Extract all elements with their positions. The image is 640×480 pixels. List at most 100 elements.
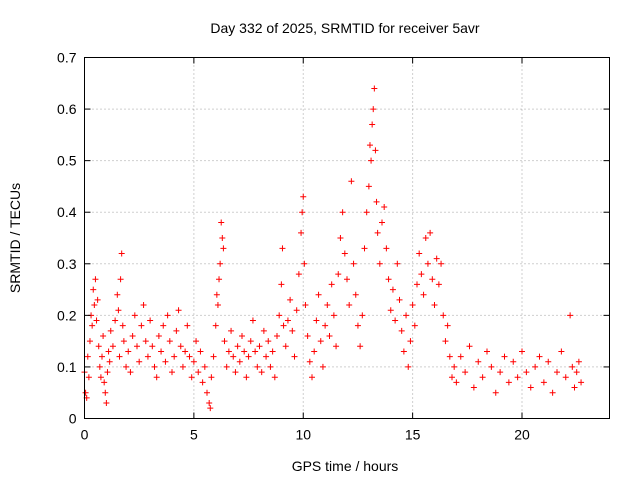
- data-point: [514, 374, 521, 381]
- data-point: [313, 317, 320, 324]
- data-point: [119, 322, 126, 329]
- data-point: [102, 389, 109, 396]
- data-point: [96, 363, 103, 370]
- data-point: [374, 229, 381, 236]
- data-point: [207, 405, 214, 412]
- data-point: [396, 296, 403, 303]
- data-point: [208, 374, 215, 381]
- y-axis-label: SRMTID / TECUs: [7, 183, 23, 293]
- data-point: [379, 219, 385, 226]
- data-point: [299, 209, 306, 216]
- data-point: [433, 255, 440, 262]
- data-point: [123, 363, 130, 370]
- data-point: [337, 235, 344, 241]
- data-point: [350, 260, 357, 267]
- data-point: [212, 322, 219, 329]
- data-point: [84, 353, 91, 360]
- data-point: [190, 358, 197, 365]
- data-point: [394, 260, 401, 267]
- data-point: [223, 363, 230, 370]
- data-point: [435, 281, 442, 288]
- data-point: [155, 332, 162, 339]
- data-point: [101, 379, 108, 386]
- data-point: [254, 363, 261, 370]
- data-point: [326, 332, 333, 339]
- y-tick-label: 0.2: [57, 307, 77, 323]
- data-point: [239, 332, 245, 339]
- data-point: [431, 302, 438, 309]
- data-point: [306, 358, 313, 365]
- data-point: [403, 312, 410, 319]
- data-point: [319, 363, 326, 370]
- data-point: [140, 302, 147, 309]
- data-point: [247, 338, 254, 345]
- data-point: [387, 307, 394, 314]
- data-point: [197, 348, 204, 355]
- data-point: [109, 343, 116, 350]
- data-point: [86, 338, 93, 345]
- data-point: [575, 358, 582, 365]
- data-point: [220, 245, 227, 252]
- data-point: [398, 327, 405, 334]
- data-point: [216, 276, 223, 283]
- data-point: [241, 348, 248, 355]
- data-point: [182, 348, 189, 355]
- data-point: [457, 353, 464, 360]
- data-point: [118, 250, 125, 257]
- data-point: [289, 327, 296, 334]
- data-point: [385, 276, 392, 283]
- x-tick-label: 5: [190, 427, 198, 443]
- data-point: [158, 348, 165, 355]
- x-tick-label: 10: [295, 427, 311, 443]
- y-tick-label: 0.4: [57, 204, 77, 220]
- data-point: [370, 106, 377, 113]
- data-point: [201, 363, 208, 370]
- data-point: [149, 343, 156, 350]
- data-point: [333, 343, 340, 350]
- data-point: [131, 312, 138, 319]
- data-point: [232, 369, 239, 376]
- data-point: [453, 379, 460, 386]
- data-point: [578, 379, 585, 386]
- data-point: [97, 374, 104, 381]
- data-point: [366, 142, 373, 149]
- data-point: [488, 363, 495, 370]
- data-point: [501, 353, 508, 360]
- data-point: [184, 322, 191, 329]
- y-tick-label: 0.7: [57, 50, 77, 66]
- data-point: [129, 332, 136, 339]
- data-point: [120, 338, 127, 345]
- data-point: [193, 338, 200, 345]
- data-point: [162, 358, 169, 365]
- data-point: [274, 332, 280, 339]
- data-point: [573, 369, 580, 376]
- data-point: [153, 374, 160, 381]
- data-point: [523, 369, 530, 376]
- data-point: [373, 198, 380, 205]
- data-point: [245, 353, 252, 360]
- data-point: [115, 307, 122, 314]
- data-point: [103, 400, 110, 407]
- data-point: [418, 271, 425, 278]
- data-point: [392, 317, 399, 324]
- data-point: [171, 353, 178, 360]
- data-point: [497, 369, 504, 376]
- data-point: [136, 358, 143, 365]
- data-point: [276, 312, 283, 319]
- data-point: [311, 348, 318, 355]
- data-point: [409, 302, 416, 309]
- data-point: [106, 358, 113, 365]
- data-point: [278, 281, 285, 288]
- data-point: [256, 343, 263, 350]
- data-point: [210, 353, 217, 360]
- data-point: [204, 389, 210, 396]
- data-point: [462, 369, 469, 376]
- data-point: [221, 338, 228, 345]
- data-point: [105, 348, 112, 355]
- data-point: [562, 374, 569, 381]
- data-point: [369, 121, 376, 128]
- grid-lines: [84, 57, 610, 419]
- data-point: [422, 235, 429, 241]
- data-point: [280, 322, 287, 329]
- data-point: [505, 379, 512, 386]
